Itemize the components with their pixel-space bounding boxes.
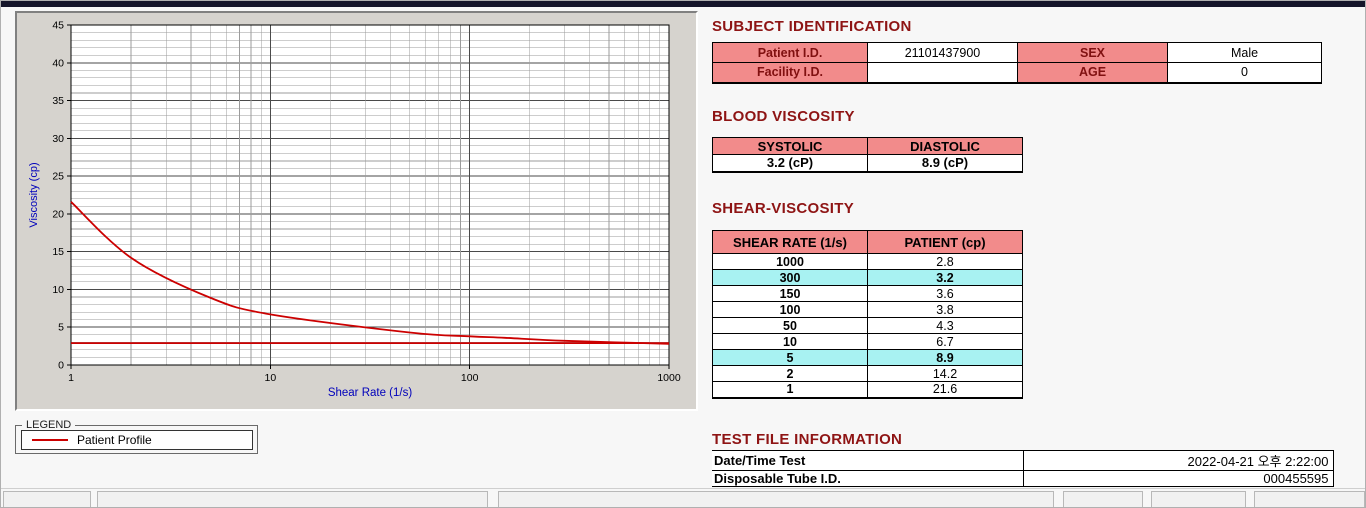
shear-row: 10 6.7 <box>712 333 1023 350</box>
legend-entry-label: Patient Profile <box>77 433 152 447</box>
patient-viscosity-value: 8.9 <box>867 349 1023 366</box>
blood-header-row: SYSTOLIC DIASTOLIC <box>712 137 1023 155</box>
svg-text:45: 45 <box>52 20 64 32</box>
viscosity-chart-panel: 0 5 10 15 20 25 30 35 40 45 1 10 100 1000 Shear Rate (… <box>15 11 698 411</box>
patient-viscosity-value: 6.7 <box>867 333 1023 350</box>
svg-text:100: 100 <box>461 372 479 384</box>
shear-viscosity-title: SHEAR-VISCOSITY <box>712 200 855 217</box>
shear-row: 150 3.6 <box>712 285 1023 302</box>
blood-viscosity-title: BLOOD VISCOSITY <box>712 108 855 125</box>
bottom-panel-fragment <box>97 491 488 507</box>
test-file-row: Date/Time Test 2022-04-21 오후 2:22:00 <box>712 450 1334 471</box>
shear-rate-value: 10 <box>712 333 868 350</box>
x-axis-label: Shear Rate (1/s) <box>328 387 413 399</box>
shear-header: SHEAR RATE (1/s) <box>712 230 868 254</box>
shear-row: 50 4.3 <box>712 317 1023 334</box>
shear-rate-value: 100 <box>712 301 868 318</box>
blood-value: 8.9 (cP) <box>867 154 1023 173</box>
shear-row: 2 14.2 <box>712 365 1023 382</box>
shear-rate-value: 5 <box>712 349 868 366</box>
svg-text:25: 25 <box>52 171 64 183</box>
subject-row: Facility I.D. AGE 0 <box>712 62 1322 84</box>
subject-identification-table: Patient I.D. 21101437900 SEX Male Facility I… <box>712 42 1322 84</box>
svg-text:5: 5 <box>58 322 64 334</box>
shear-header-row: SHEAR RATE (1/s) PATIENT (cp) <box>712 230 1023 254</box>
blood-viscosity-table: SYSTOLIC DIASTOLIC 3.2 (cP) 8.9 (cP) <box>712 137 1023 173</box>
shear-row: 300 3.2 <box>712 269 1023 286</box>
svg-text:20: 20 <box>52 208 64 220</box>
shear-row: 100 3.8 <box>712 301 1023 318</box>
svg-text:10: 10 <box>52 284 64 296</box>
legend-title: LEGEND <box>22 419 76 431</box>
subject-row: Patient I.D. 21101437900 SEX Male <box>712 42 1322 63</box>
patient-viscosity-value: 3.2 <box>867 269 1023 286</box>
svg-text:1000: 1000 <box>657 372 681 384</box>
bottom-panel-fragment <box>1063 491 1143 507</box>
bottom-panel-fragment <box>498 491 1054 507</box>
svg-text:1: 1 <box>68 372 74 384</box>
shear-viscosity-chart: 0 5 10 15 20 25 30 35 40 45 1 10 100 1000 Shear Rate (… <box>28 20 681 400</box>
bottom-panel-fragment <box>3 491 91 507</box>
test-file-label: Disposable Tube I.D. <box>712 470 1023 487</box>
shear-rate-value: 1000 <box>712 253 868 270</box>
svg-text:30: 30 <box>52 133 64 145</box>
legend-inner-box: Patient Profile <box>21 430 253 450</box>
svg-text:10: 10 <box>264 372 276 384</box>
series-Patient Profile <box>70 201 670 345</box>
test-file-information-table: Date/Time Test 2022-04-21 오후 2:22:00 Dispo… <box>712 450 1334 487</box>
blood-value-row: 3.2 (cP) 8.9 (cP) <box>712 154 1023 173</box>
shear-rate-value: 150 <box>712 285 868 302</box>
blood-value: 3.2 (cP) <box>712 154 868 173</box>
svg-text:40: 40 <box>52 57 64 69</box>
subject-label: SEX <box>1017 42 1168 63</box>
patient-viscosity-value: 3.6 <box>867 285 1023 302</box>
test-file-row: Disposable Tube I.D. 000455595 <box>712 470 1334 487</box>
subject-label: Facility I.D. <box>712 62 868 84</box>
shear-row: 1000 2.8 <box>712 253 1023 270</box>
patient-viscosity-value: 14.2 <box>867 365 1023 382</box>
shear-header: PATIENT (cp) <box>867 230 1023 254</box>
test-file-information-title: TEST FILE INFORMATION <box>712 431 903 448</box>
chart-legend: LEGEND Patient Profile <box>15 419 258 454</box>
window-top-strip <box>1 1 1365 7</box>
bottom-panel-fragment <box>1254 491 1365 507</box>
subject-identification-title: SUBJECT IDENTIFICATION <box>712 18 912 35</box>
shear-rate-value: 2 <box>712 365 868 382</box>
subject-value: 0 <box>1167 62 1322 84</box>
shear-rate-value: 300 <box>712 269 868 286</box>
y-axis-label: Viscosity (cp) <box>28 162 40 227</box>
patient-viscosity-value: 4.3 <box>867 317 1023 334</box>
patient-viscosity-value: 21.6 <box>867 381 1023 399</box>
shear-row: 5 8.9 <box>712 349 1023 366</box>
shear-rate-value: 50 <box>712 317 868 334</box>
shear-row: 1 21.6 <box>712 381 1023 399</box>
bottom-separator <box>1 488 1365 489</box>
legend-line-sample <box>32 439 68 441</box>
subject-value <box>867 62 1018 84</box>
svg-text:0: 0 <box>58 360 64 372</box>
blood-header: SYSTOLIC <box>712 137 868 155</box>
svg-text:35: 35 <box>52 95 64 107</box>
subject-value: Male <box>1167 42 1322 63</box>
test-file-label: Date/Time Test <box>712 450 1023 471</box>
svg-text:15: 15 <box>52 246 64 258</box>
test-file-value: 2022-04-21 오후 2:22:00 <box>1022 450 1334 471</box>
patient-viscosity-value: 2.8 <box>867 253 1023 270</box>
shear-rate-value: 1 <box>712 381 868 399</box>
shear-viscosity-table: SHEAR RATE (1/s) PATIENT (cp) 1000 2.8 300 3.… <box>712 230 1023 399</box>
subject-label: AGE <box>1017 62 1168 84</box>
subject-label: Patient I.D. <box>712 42 868 63</box>
patient-viscosity-value: 3.8 <box>867 301 1023 318</box>
test-file-value: 000455595 <box>1022 470 1334 487</box>
subject-value: 21101437900 <box>867 42 1018 63</box>
blood-header: DIASTOLIC <box>867 137 1023 155</box>
bottom-panel-fragment <box>1151 491 1246 507</box>
